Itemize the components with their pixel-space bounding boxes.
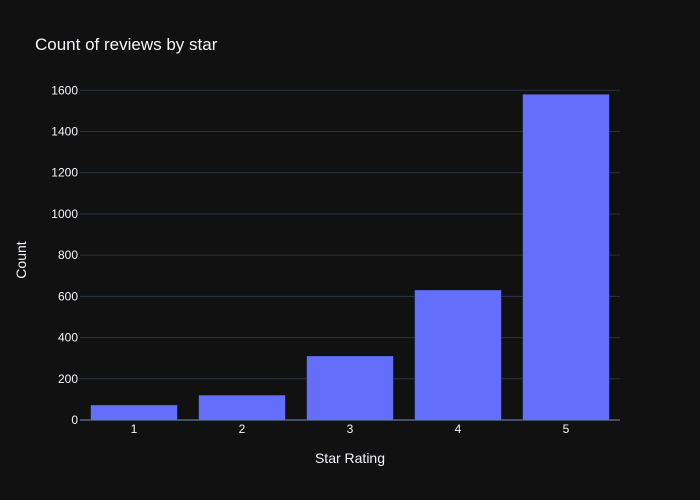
- y-tick-label: 1000: [51, 207, 78, 221]
- y-axis-title: Count: [13, 241, 29, 278]
- chart-title: Count of reviews by star: [35, 35, 218, 54]
- x-axis-ticks: 1 2 3 4 5: [131, 422, 570, 436]
- x-tick-label: 5: [563, 422, 570, 436]
- y-tick-label: 800: [58, 248, 78, 262]
- x-tick-label: 3: [347, 422, 354, 436]
- x-tick-label: 2: [239, 422, 246, 436]
- x-tick-label: 1: [131, 422, 138, 436]
- y-tick-label: 1400: [51, 125, 78, 139]
- y-tick-label: 1600: [51, 83, 78, 97]
- y-tick-label: 400: [58, 331, 78, 345]
- y-tick-label: 200: [58, 372, 78, 386]
- x-tick-label: 4: [455, 422, 462, 436]
- bar-series: [90, 94, 610, 420]
- bar-star-4[interactable]: [414, 290, 502, 420]
- y-tick-label: 0: [71, 413, 78, 427]
- y-tick-label: 1200: [51, 166, 78, 180]
- bar-star-1[interactable]: [90, 405, 178, 420]
- bar-star-2[interactable]: [198, 395, 286, 420]
- bar-star-5[interactable]: [522, 94, 610, 420]
- x-axis-title: Star Rating: [315, 450, 385, 466]
- y-axis-ticks: 0 200 400 600 800 1000 1200 1400 1600: [51, 83, 78, 427]
- y-tick-label: 600: [58, 289, 78, 303]
- bar-star-3[interactable]: [306, 356, 394, 420]
